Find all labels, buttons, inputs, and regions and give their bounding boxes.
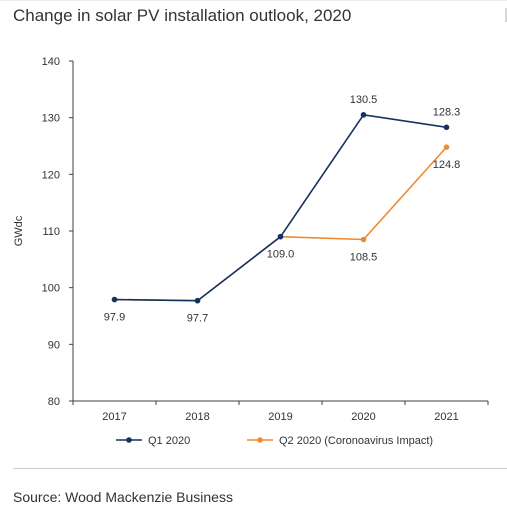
legend-marker	[257, 437, 263, 443]
data-label: 128.3	[433, 106, 461, 118]
y-axis-title: GWdc	[13, 215, 25, 246]
legend-label: Q1 2020	[148, 435, 190, 447]
data-label: 130.5	[350, 94, 378, 106]
legend-label: Q2 2020 (Coronoavirus Impact)	[279, 435, 433, 447]
data-point	[443, 124, 450, 131]
data-point	[194, 297, 201, 304]
line-chart: 80 90 100 110 120 130 140 2017 2018 2019 2020 2021 G…	[13, 56, 489, 447]
y-tick-label: 100	[42, 283, 60, 295]
data-label: 97.7	[187, 313, 208, 325]
series-line	[114, 113, 447, 302]
data-label: 108.5	[350, 252, 378, 264]
x-tick-label: 2018	[185, 411, 209, 423]
footer-divider	[13, 468, 507, 469]
chart-title: Change in solar PV installation outlook,…	[13, 6, 352, 25]
data-point	[360, 112, 367, 118]
edge-marker	[505, 8, 507, 22]
data-point	[277, 233, 284, 240]
legend-marker	[126, 437, 132, 443]
data-point	[111, 296, 118, 303]
y-tick-label: 120	[42, 169, 60, 181]
x-tick-label: 2017	[102, 411, 126, 423]
x-tick-label: 2020	[351, 411, 375, 423]
y-tick-label: 130	[42, 113, 60, 125]
top-border	[0, 0, 507, 1]
x-tick-label: 2019	[268, 411, 292, 423]
data-label: 109.0	[267, 249, 295, 261]
data-point	[443, 144, 450, 150]
x-tick-label: 2021	[434, 411, 458, 423]
y-tick-label: 90	[48, 339, 60, 351]
y-tick-label: 110	[42, 226, 60, 238]
y-tick-label: 80	[48, 396, 60, 408]
data-label: 97.9	[104, 312, 125, 324]
y-tick-label: 140	[42, 56, 60, 68]
source-note: Source: Wood Mackenzie Business	[13, 489, 233, 505]
data-point	[360, 236, 367, 243]
series-line	[114, 146, 448, 302]
data-label: 124.8	[433, 159, 461, 171]
